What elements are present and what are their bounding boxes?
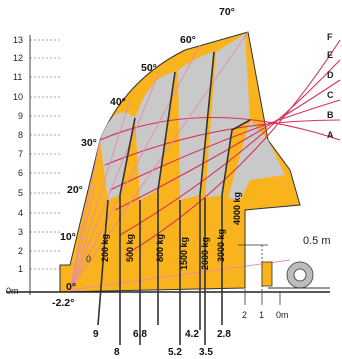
y-tick-4: 4 (18, 208, 23, 218)
y-tick-7: 7 (18, 149, 23, 159)
right-axis-label-0m: 0m (276, 310, 289, 320)
zone-label-4000kg: 4000 kg (232, 192, 242, 225)
right-axis (238, 244, 281, 305)
y-tick-9: 9 (18, 111, 23, 121)
arc-label-d: D (327, 70, 334, 80)
y-tick-1: 1 (18, 264, 23, 274)
zone-fill-5 (228, 120, 285, 200)
arc-label-a: A (327, 130, 334, 140)
x-label-5-2: 5.2 (168, 347, 182, 358)
left-mark: 0 (86, 254, 91, 264)
y-tick-12: 12 (13, 53, 23, 63)
x-label-8: 8 (114, 347, 120, 358)
angle-label-60: 60° (180, 34, 196, 46)
zone-label-200kg: 200 kg (100, 234, 110, 262)
y-tick-3: 3 (18, 227, 23, 237)
y-axis-grid (30, 39, 60, 270)
angle-label-40: 40° (110, 96, 126, 108)
y-tick-8: 8 (18, 130, 23, 140)
angle-label-0: 0° (66, 281, 76, 293)
zone-label-3000kg: 3000 kg (216, 229, 226, 262)
zone-label-500kg: 500 kg (125, 234, 135, 262)
right-axis-label-1: 1 (259, 310, 264, 320)
offset-label: 0.5 m (303, 235, 331, 247)
arc-label-b: B (327, 110, 334, 120)
angle-label-20: 20° (67, 184, 83, 196)
zone-fill-4 (205, 34, 250, 198)
y-zero-label: 0m (6, 286, 19, 296)
arc-label-f: F (327, 32, 333, 42)
arc-label-e: E (327, 50, 333, 60)
angle-label-30: 30° (81, 137, 97, 149)
zone-label-800kg: 800 kg (155, 234, 165, 262)
arc-lines (99, 39, 341, 256)
zone-fill-3 (178, 52, 214, 200)
angle-label-50: 50° (141, 62, 157, 74)
x-label-9: 9 (93, 329, 99, 340)
x-label-6-8: 6.8 (133, 329, 147, 340)
machine-icon (261, 261, 330, 289)
x-label-3-5: 3.5 (199, 347, 213, 358)
angle-label-minus2: -2.2° (52, 297, 74, 309)
zone-label-1500kg: 1500 kg (179, 237, 189, 270)
y-tick-5: 5 (18, 188, 23, 198)
zone-fill-2 (135, 72, 175, 200)
zone-label-2000kg: 2000 kg (200, 237, 210, 270)
y-tick-labels: 1 2 3 4 5 6 7 8 9 10 11 12 13 0m (6, 35, 23, 296)
y-tick-6: 6 (18, 168, 23, 178)
y-tick-11: 11 (13, 72, 22, 82)
y-tick-13: 13 (13, 35, 23, 45)
zone-fill-1 (100, 112, 135, 200)
y-tick-2: 2 (18, 246, 23, 256)
x-label-4-2: 4.2 (185, 329, 199, 340)
x-label-2-8: 2.8 (217, 329, 231, 340)
y-tick-10: 10 (13, 92, 23, 102)
right-axis-label-2: 2 (242, 310, 247, 320)
arc-label-c: C (327, 90, 334, 100)
angle-label-70: 70° (219, 6, 235, 18)
angle-label-10: 10° (60, 231, 76, 243)
zone-dividers (97, 51, 251, 345)
